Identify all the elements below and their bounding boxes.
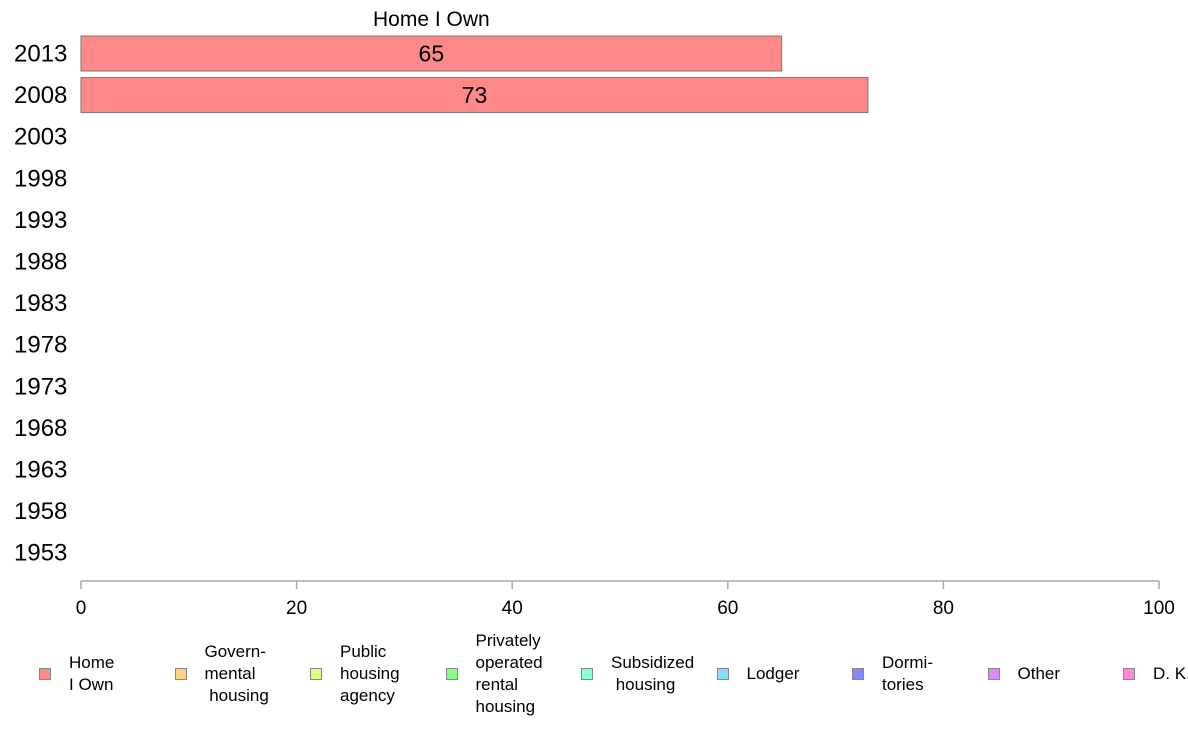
- x-tick-label-0: 0: [76, 598, 87, 619]
- legend: Home I Own Govern- mental housing Public h…: [0, 628, 1188, 728]
- legend-swatch: [39, 668, 51, 680]
- year-label-1958: 1958: [14, 498, 67, 525]
- legend-swatch: [1123, 668, 1135, 680]
- x-tick-label-80: 80: [933, 598, 954, 619]
- year-label-1983: 1983: [14, 290, 67, 317]
- bars: 65 73: [80, 35, 869, 114]
- year-label-1978: 1978: [14, 332, 67, 359]
- bar-value-label-2008: 73: [462, 82, 488, 108]
- bar-2008: [80, 77, 869, 114]
- legend-label: Govern- mental housing: [204, 642, 269, 705]
- legend-label: Public housing agency: [340, 642, 400, 705]
- legend-item: Subsidized housing: [581, 628, 694, 720]
- x-tick-label-20: 20: [286, 598, 307, 619]
- legend-swatch: [174, 668, 187, 680]
- legend-item: D. K.: [1123, 628, 1188, 720]
- legend-label: D. K.: [1153, 664, 1188, 683]
- bar-2013: [80, 35, 783, 72]
- legend-swatch: [445, 668, 458, 680]
- legend-label: Home I Own: [69, 653, 115, 694]
- year-label-1953: 1953: [14, 540, 67, 567]
- legend-item: Home I Own: [39, 628, 114, 720]
- year-label-1988: 1988: [14, 249, 67, 276]
- legend-label: Other: [1017, 664, 1061, 683]
- legend-label: Privately operated rental housing: [475, 631, 543, 716]
- legend-label: Lodger: [746, 664, 800, 683]
- legend-item: Public housing agency: [310, 628, 400, 720]
- year-label-1963: 1963: [14, 457, 67, 484]
- year-label-1968: 1968: [14, 415, 67, 442]
- x-tick-label-60: 60: [717, 598, 738, 619]
- x-tick-label-100: 100: [1143, 598, 1175, 619]
- legend-label: Dormi- tories: [882, 653, 933, 694]
- legend-swatch: [310, 668, 322, 680]
- year-label-1998: 1998: [14, 165, 67, 192]
- year-label-2008: 2008: [14, 82, 67, 109]
- bar-value-label-2013: 65: [419, 41, 445, 67]
- year-labels: 2013 2008 2003 1998 1993 1988 1983 1978 1973 1968…: [14, 41, 67, 567]
- year-label-1973: 1973: [14, 373, 67, 400]
- x-tick-label-40: 40: [502, 598, 523, 619]
- year-label-2013: 2013: [14, 41, 67, 68]
- legend-swatch: [716, 668, 729, 680]
- year-label-2003: 2003: [14, 124, 67, 151]
- legend-item: Other: [987, 628, 1061, 720]
- series-title: Home I Own: [373, 8, 490, 31]
- legend-item: Lodger: [716, 628, 800, 720]
- year-label-1993: 1993: [14, 207, 67, 234]
- legend-item: Dormi- tories: [852, 628, 933, 720]
- legend-item: Govern- mental housing: [174, 628, 269, 720]
- legend-item: Privately operated rental housing: [445, 628, 543, 720]
- legend-swatch: [852, 668, 864, 680]
- x-ticks: 0 20 40 60 80 100: [76, 581, 1175, 619]
- legend-swatch: [581, 668, 593, 680]
- legend-swatch: [987, 668, 1000, 680]
- legend-label: Subsidized housing: [611, 653, 695, 694]
- chart: Home I Own 2013 2008 2003 1998 1993 1988 1983 1…: [14, 8, 1175, 619]
